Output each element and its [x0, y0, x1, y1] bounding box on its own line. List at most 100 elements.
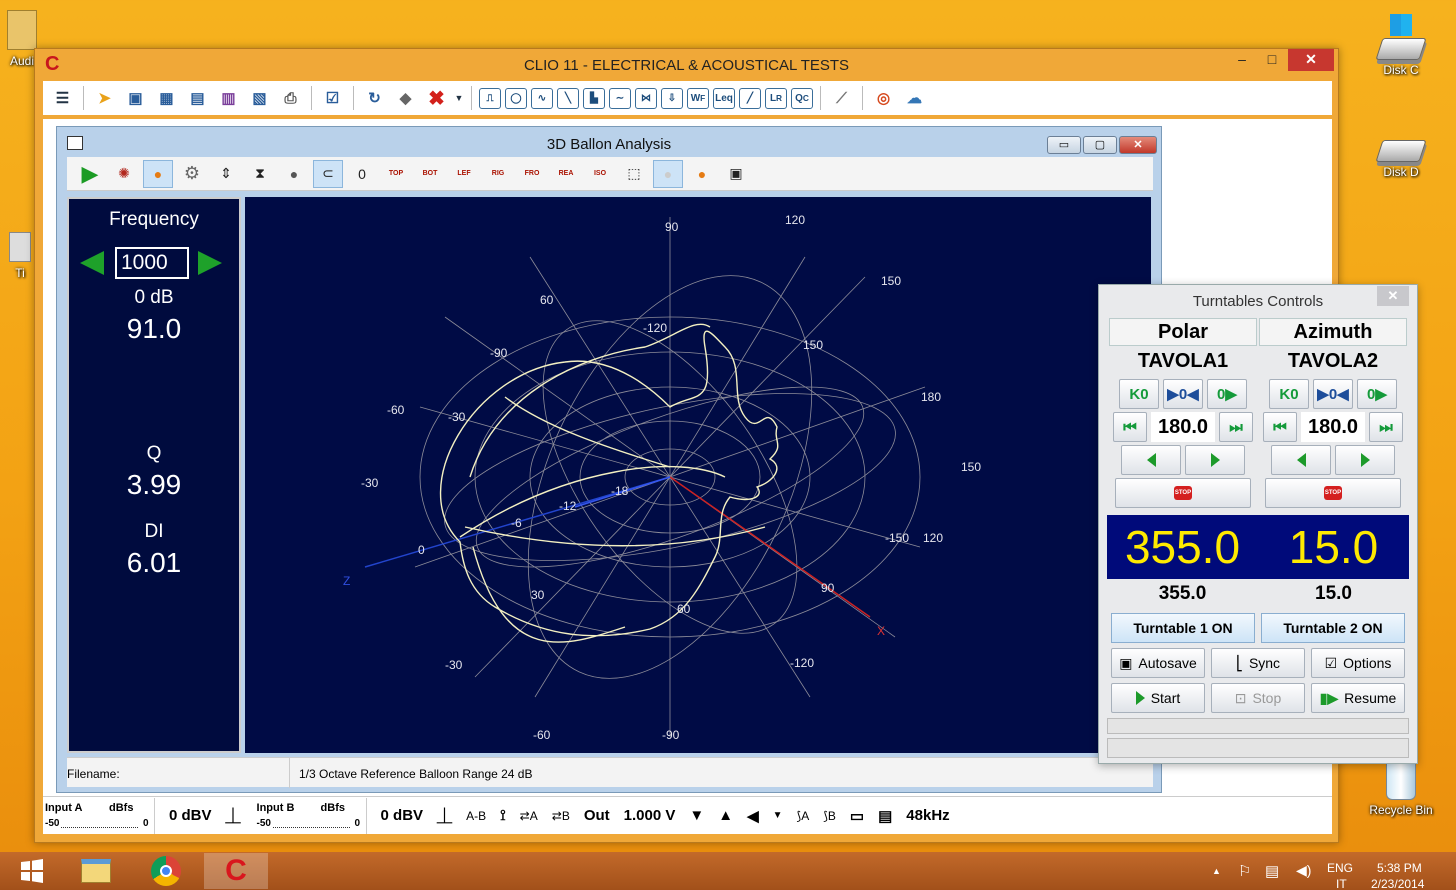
linearity-icon[interactable]: ╱ [739, 87, 761, 109]
menu-icon[interactable]: ☰ [55, 90, 70, 107]
start-button[interactable] [4, 853, 60, 889]
rotate-left-button[interactable] [1271, 445, 1331, 475]
view-top-icon[interactable]: TOP [388, 170, 404, 177]
view-bottom-icon[interactable]: BOT [422, 170, 438, 177]
main-titlebar[interactable]: C CLIO 11 - ELECTRICAL & ACOUSTICAL TEST… [35, 49, 1338, 81]
sound-card-icon[interactable]: ▤ [878, 807, 893, 825]
save-as-icon[interactable]: ▤ [190, 90, 205, 107]
step-forward-button[interactable]: ⏭ [1219, 412, 1253, 442]
step-back-button[interactable]: ⏮ [1263, 412, 1297, 442]
ruler-icon[interactable]: ⟋ [836, 89, 847, 107]
output-up-icon[interactable]: ▲ [718, 807, 734, 824]
fft-icon[interactable]: ◯ [505, 87, 527, 109]
desktop-icon-audi[interactable]: Audi [0, 10, 44, 68]
grey-sphere-icon[interactable]: ● [653, 159, 683, 188]
clock-time[interactable]: 5:38 PM [1377, 861, 1422, 875]
delete-icon[interactable]: ✖ [428, 87, 445, 110]
frequency-decrease-icon[interactable] [80, 251, 104, 275]
goto-zero-button[interactable]: K0 [1119, 379, 1159, 409]
balloon-3d-plot[interactable]: 90 120 150 180 150 120 60 -120 150 -90 -… [245, 197, 1151, 753]
impulse-a-icon[interactable]: ⏊ [225, 808, 241, 825]
frequency-increase-icon[interactable] [198, 251, 222, 275]
sinusoidal-icon[interactable]: ∿ [531, 87, 553, 109]
view-rear-icon[interactable]: REA [558, 170, 574, 177]
chevron-down-icon[interactable]: ▼ [454, 93, 464, 103]
view-right-icon[interactable]: RIG [491, 170, 505, 177]
level-icon[interactable]: ⇩ [661, 87, 683, 109]
balloon-icon[interactable]: ✺ [118, 165, 130, 181]
input-a-level[interactable]: 0 dBV [169, 807, 212, 824]
volume-icon[interactable]: ◀) [1296, 862, 1312, 878]
vertical-rotate-icon[interactable]: 0 [358, 165, 366, 182]
leq-icon[interactable]: Leq [713, 87, 735, 109]
clock-date[interactable]: 2/23/2014 [1371, 877, 1425, 890]
rotate-left-button[interactable] [1121, 445, 1181, 475]
sphere-icon[interactable]: ● [289, 165, 299, 182]
speaker-icon[interactable]: ◀ [747, 807, 759, 825]
input-b-level[interactable]: 0 dBV [380, 807, 424, 824]
multimeter-icon[interactable]: ╲ [557, 87, 579, 109]
chevron-up-icon[interactable]: ▲ [1212, 866, 1221, 876]
desktop-icon-disk-c[interactable]: Disk C [1365, 14, 1437, 77]
palette-icon[interactable]: ● [697, 165, 707, 182]
network-icon[interactable]: ▤ [1265, 863, 1280, 880]
rotate-right-button[interactable] [1335, 445, 1395, 475]
sample-rate[interactable]: 48kHz [906, 807, 950, 824]
autosave-button[interactable]: ▣ Autosave [1111, 648, 1205, 678]
stop-button[interactable]: ⊡ Stop [1211, 683, 1305, 713]
gear-icon[interactable]: ⚙ [183, 163, 201, 183]
thd-icon[interactable]: ▙ [583, 87, 605, 109]
waterfall-icon[interactable]: ∼ [609, 87, 631, 109]
cloud-icon[interactable]: ☁ [907, 90, 922, 107]
turntable-2-on-button[interactable]: Turntable 2 ON [1261, 613, 1405, 643]
a-minus-b-button[interactable]: A-B [466, 808, 487, 823]
channel-b-button[interactable]: ⇄ B [552, 809, 570, 823]
print-icon[interactable]: ⎙ [284, 89, 297, 107]
center-button[interactable]: ▶0◀ [1163, 379, 1203, 409]
goto-end-button[interactable]: 0▶ [1207, 379, 1247, 409]
device-icon[interactable]: ▭ [849, 807, 865, 825]
view-iso-icon[interactable]: ISO [593, 170, 607, 177]
calendar-icon[interactable]: ▧ [252, 90, 267, 107]
turntable-close-button[interactable]: ✕ [1377, 286, 1409, 306]
autoscale-icon[interactable]: ☑ [325, 90, 340, 107]
save-image-icon[interactable]: ▣ [729, 165, 743, 181]
start-button[interactable]: Start [1111, 683, 1205, 713]
minimize-button[interactable]: – [1238, 51, 1246, 67]
eraser-icon[interactable]: ◆ [399, 90, 412, 107]
speaker-dropdown-icon[interactable]: ▼ [772, 810, 783, 821]
file-explorer-icon[interactable] [66, 853, 126, 889]
step-forward-button[interactable]: ⏭ [1369, 412, 1403, 442]
maximize-button[interactable]: □ [1267, 51, 1277, 67]
close-button[interactable]: ✕ [1288, 49, 1334, 71]
balloon-titlebar[interactable]: 3D Ballon Analysis ▭ ▢ ✕ [57, 127, 1161, 157]
turntable-1-position[interactable]: 180.0 [1151, 412, 1215, 442]
goto-end-button[interactable]: 0▶ [1357, 379, 1397, 409]
output-level[interactable]: 1.000 V [623, 807, 676, 824]
turntable-1-on-button[interactable]: Turntable 1 ON [1111, 613, 1255, 643]
turntable-2-stop-button[interactable]: STOP [1265, 478, 1401, 508]
color-balloon-icon[interactable]: ● [143, 159, 173, 188]
desktop-icon-disk-d[interactable]: Disk D [1365, 140, 1437, 179]
play-icon[interactable]: ▶ [81, 160, 99, 186]
chrome-icon[interactable] [136, 853, 196, 889]
compress-vertical-icon[interactable]: ⧗ [255, 165, 265, 181]
child-maximize-button[interactable]: ▢ [1083, 136, 1117, 154]
help-icon[interactable]: ◎ [876, 90, 891, 107]
channel-a-button[interactable]: ⇄ A [520, 809, 538, 823]
save-setup-icon[interactable]: ▦ [159, 90, 174, 107]
view-front-icon[interactable]: FRO [524, 170, 540, 177]
options-button[interactable]: ☑ Options [1311, 648, 1405, 678]
frequency-input[interactable]: 1000 [115, 247, 189, 279]
refresh-icon[interactable]: ↻ [368, 90, 381, 107]
step-back-button[interactable]: ⏮ [1113, 412, 1147, 442]
language-top[interactable]: ENG [1327, 861, 1354, 875]
clio-taskbar-icon[interactable]: C [204, 853, 268, 889]
wow-flutter-icon[interactable]: ⋈ [635, 87, 657, 109]
turntable-2-position[interactable]: 180.0 [1301, 412, 1365, 442]
generator-a-icon[interactable]: ⟆A [796, 808, 810, 823]
open-icon[interactable]: ➤ [98, 90, 111, 107]
expand-vertical-icon[interactable]: ⇕ [220, 165, 232, 181]
